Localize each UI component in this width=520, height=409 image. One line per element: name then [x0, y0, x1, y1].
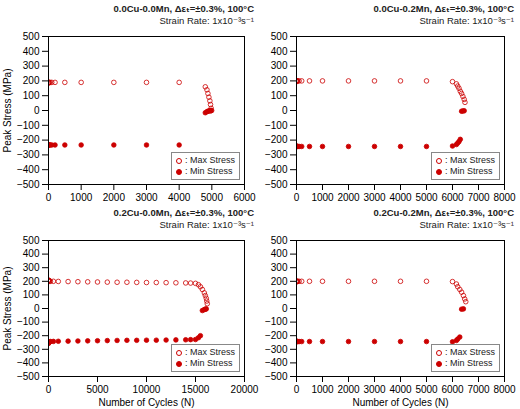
svg-text:−500: −500 [265, 179, 288, 190]
svg-text:0: 0 [282, 105, 288, 116]
svg-text:3000: 3000 [135, 192, 158, 203]
html-text:: Max Stress: : Max Stress [445, 347, 495, 357]
svg-text:−200: −200 [17, 330, 40, 341]
svg-text:500: 500 [271, 31, 288, 42]
html-text:: Min Stress: : Min Stress [185, 166, 233, 176]
svg-text:1000: 1000 [70, 192, 93, 203]
svg-text:8000: 8000 [493, 192, 516, 203]
svg-text:300: 300 [271, 60, 288, 71]
html-text:Strain Rate: 1x10⁻³s⁻¹: Strain Rate: 1x10⁻³s⁻¹ [419, 15, 514, 26]
svg-text:400: 400 [271, 46, 288, 57]
svg-text:0: 0 [34, 105, 40, 116]
svg-text:−300: −300 [17, 149, 40, 160]
svg-text:500: 500 [271, 235, 288, 246]
svg-text:0: 0 [294, 192, 300, 203]
svg-text:Number of Cycles (N): Number of Cycles (N) [98, 397, 194, 408]
html-text:Strain Rate: 1x10⁻³s⁻¹: Strain Rate: 1x10⁻³s⁻¹ [159, 15, 254, 26]
svg-text:200: 200 [23, 276, 40, 287]
html-text:0.0Cu-0.0Mn, Δεₜ=±0.3%, 100°C: 0.0Cu-0.0Mn, Δεₜ=±0.3%, 100°C [113, 3, 254, 14]
svg-text:−200: −200 [265, 330, 288, 341]
svg-text:−400: −400 [265, 357, 288, 368]
svg-text:0: 0 [46, 192, 52, 203]
svg-text:6000: 6000 [441, 192, 464, 203]
svg-text:7000: 7000 [467, 192, 490, 203]
svg-text:−400: −400 [17, 164, 40, 175]
svg-text:300: 300 [23, 262, 40, 273]
svg-text:1000: 1000 [311, 192, 334, 203]
html-text:0.2Cu-0.0Mn, Δεₜ=±0.3%, 100°C: 0.2Cu-0.0Mn, Δεₜ=±0.3%, 100°C [113, 207, 254, 218]
svg-text:Number of Cycles (N): Number of Cycles (N) [352, 397, 448, 408]
svg-text:100: 100 [271, 90, 288, 101]
svg-text:300: 300 [271, 262, 288, 273]
svg-text:5000: 5000 [86, 384, 109, 395]
html-text:0.0Cu-0.2Mn, Δεₜ=±0.3%, 100°C: 0.0Cu-0.2Mn, Δεₜ=±0.3%, 100°C [373, 3, 514, 14]
svg-text:−300: −300 [265, 344, 288, 355]
svg-text:0: 0 [282, 303, 288, 314]
svg-text:100: 100 [23, 289, 40, 300]
svg-text:8000: 8000 [493, 384, 516, 395]
svg-text:100: 100 [271, 289, 288, 300]
html-text:: Max Stress: : Max Stress [185, 155, 235, 165]
svg-text:6000: 6000 [233, 192, 256, 203]
svg-text:5000: 5000 [415, 384, 438, 395]
svg-text:−100: −100 [17, 120, 40, 131]
svg-text:200: 200 [271, 276, 288, 287]
svg-text:400: 400 [23, 46, 40, 57]
svg-text:−100: −100 [17, 316, 40, 327]
svg-text:Peak Stress (MPa): Peak Stress (MPa) [2, 267, 13, 351]
html-text:: Min Stress: : Min Stress [185, 358, 233, 368]
svg-text:0: 0 [294, 384, 300, 395]
svg-text:−200: −200 [17, 134, 40, 145]
svg-text:2000: 2000 [337, 192, 360, 203]
svg-text:10000: 10000 [133, 384, 161, 395]
svg-text:−400: −400 [17, 357, 40, 368]
svg-text:−400: −400 [265, 164, 288, 175]
svg-text:−200: −200 [265, 134, 288, 145]
svg-text:500: 500 [23, 235, 40, 246]
svg-text:0: 0 [34, 303, 40, 314]
html-text:: Min Stress: : Min Stress [445, 358, 493, 368]
svg-text:3000: 3000 [363, 384, 386, 395]
svg-text:2000: 2000 [103, 192, 126, 203]
svg-text:−500: −500 [17, 371, 40, 382]
svg-text:400: 400 [23, 248, 40, 259]
svg-text:100: 100 [23, 90, 40, 101]
svg-text:4000: 4000 [168, 192, 191, 203]
html-text:Strain Rate: 1x10⁻³s⁻¹: Strain Rate: 1x10⁻³s⁻¹ [159, 219, 254, 230]
svg-text:1000: 1000 [311, 384, 334, 395]
svg-text:−300: −300 [265, 149, 288, 160]
svg-text:7000: 7000 [467, 384, 490, 395]
svg-text:4000: 4000 [389, 384, 412, 395]
html-text:: Max Stress: : Max Stress [185, 347, 235, 357]
svg-text:20000: 20000 [231, 384, 259, 395]
html-text:: Min Stress: : Min Stress [445, 166, 493, 176]
svg-text:0: 0 [46, 384, 52, 395]
svg-text:5000: 5000 [201, 192, 224, 203]
svg-text:3000: 3000 [363, 192, 386, 203]
svg-text:−100: −100 [265, 120, 288, 131]
svg-text:Peak Stress (MPa): Peak Stress (MPa) [2, 69, 13, 153]
svg-text:4000: 4000 [389, 192, 412, 203]
html-text:: Max Stress: : Max Stress [445, 155, 495, 165]
html-text:0.2Cu-0.2Mn, Δεₜ=±0.3%, 100°C: 0.2Cu-0.2Mn, Δεₜ=±0.3%, 100°C [373, 207, 514, 218]
svg-text:−500: −500 [17, 179, 40, 190]
svg-text:−300: −300 [17, 344, 40, 355]
svg-text:300: 300 [23, 60, 40, 71]
svg-text:6000: 6000 [441, 384, 464, 395]
svg-text:500: 500 [23, 31, 40, 42]
html-text:Strain Rate: 1x10⁻³s⁻¹: Strain Rate: 1x10⁻³s⁻¹ [419, 219, 514, 230]
svg-text:15000: 15000 [182, 384, 210, 395]
svg-text:5000: 5000 [415, 192, 438, 203]
svg-text:200: 200 [23, 75, 40, 86]
svg-text:400: 400 [271, 248, 288, 259]
svg-text:−100: −100 [265, 316, 288, 327]
svg-text:200: 200 [271, 75, 288, 86]
svg-text:2000: 2000 [337, 384, 360, 395]
svg-text:−500: −500 [265, 371, 288, 382]
